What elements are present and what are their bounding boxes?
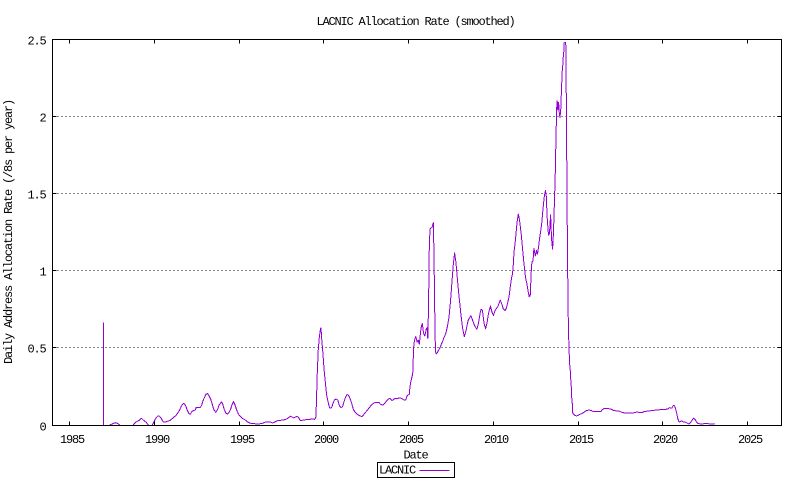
- svg-text:LACNIC: LACNIC: [379, 464, 416, 478]
- svg-text:1.5: 1.5: [27, 188, 46, 202]
- svg-text:1985: 1985: [60, 433, 85, 447]
- svg-text:2020: 2020: [653, 433, 678, 447]
- svg-text:2015: 2015: [569, 433, 594, 447]
- svg-text:2: 2: [39, 111, 46, 125]
- svg-text:2010: 2010: [484, 433, 509, 447]
- svg-text:2005: 2005: [399, 433, 424, 447]
- svg-text:2000: 2000: [314, 433, 339, 447]
- svg-text:0.5: 0.5: [27, 342, 46, 356]
- svg-text:2025: 2025: [738, 433, 763, 447]
- svg-text:2.5: 2.5: [27, 34, 46, 48]
- svg-text:0: 0: [39, 420, 46, 434]
- svg-text:Date: Date: [403, 449, 428, 463]
- svg-text:LACNIC Allocation Rate (smooth: LACNIC Allocation Rate (smoothed): [316, 15, 514, 29]
- svg-text:1995: 1995: [230, 433, 255, 447]
- svg-text:1: 1: [39, 265, 46, 279]
- svg-text:1990: 1990: [145, 433, 170, 447]
- svg-text:Daily Address Allocation Rate: Daily Address Allocation Rate (/8s per y…: [2, 100, 16, 364]
